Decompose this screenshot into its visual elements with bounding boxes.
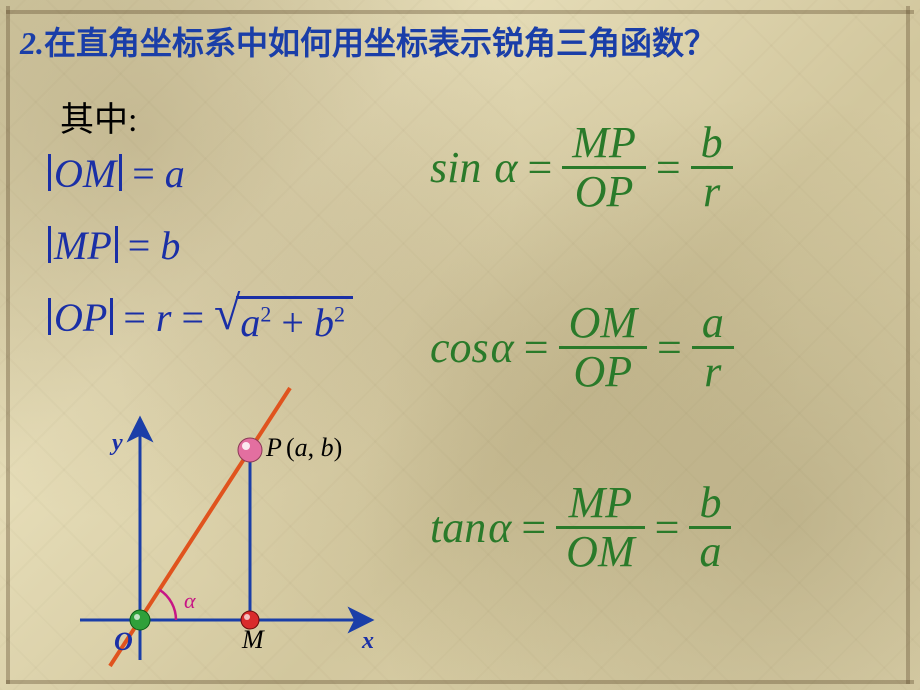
val-a: a: [165, 151, 185, 196]
radicand: a2 + b2: [236, 296, 353, 348]
title-text: 在直角坐标系中如何用坐标表示锐角三角函数？: [44, 25, 716, 61]
svg-text:x: x: [361, 628, 374, 654]
svg-text:P: P: [265, 433, 282, 462]
eq-mp: MP = b: [48, 222, 180, 269]
svg-text:O: O: [114, 627, 133, 656]
svg-text:M: M: [241, 625, 265, 654]
eq-cos: cosα = OMOP = ar: [430, 300, 734, 395]
radical-icon: √: [214, 294, 240, 334]
eq-tan: tanα = MPOM = ba: [430, 480, 731, 575]
seg-mp: MP: [54, 223, 112, 268]
val-b: b: [160, 223, 180, 268]
eq-op: OP = r = √ a2 + b2: [48, 294, 353, 348]
val-r: r: [156, 295, 172, 340]
where-label: 其中:: [60, 92, 137, 141]
svg-text:α: α: [184, 588, 196, 613]
title-number: 2.: [20, 25, 44, 61]
slide-content: 2.在直角坐标系中如何用坐标表示锐角三角函数？ 其中: OM = a MP = …: [0, 0, 920, 690]
slide-title: 2.在直角坐标系中如何用坐标表示锐角三角函数？: [20, 18, 716, 64]
seg-op: OP: [54, 295, 107, 340]
seg-om: OM: [54, 151, 116, 196]
coordinate-diagram: y x O M P(a, b) α: [40, 380, 390, 680]
svg-text:(a, b): (a, b): [286, 433, 342, 462]
eq-om: OM = a: [48, 150, 185, 197]
diagram-svg: y x O M P(a, b) α: [40, 380, 390, 680]
eq-sin: sin α = MPOP = br: [430, 120, 733, 215]
svg-text:y: y: [109, 430, 123, 456]
sqrt: √ a2 + b2: [214, 296, 353, 348]
